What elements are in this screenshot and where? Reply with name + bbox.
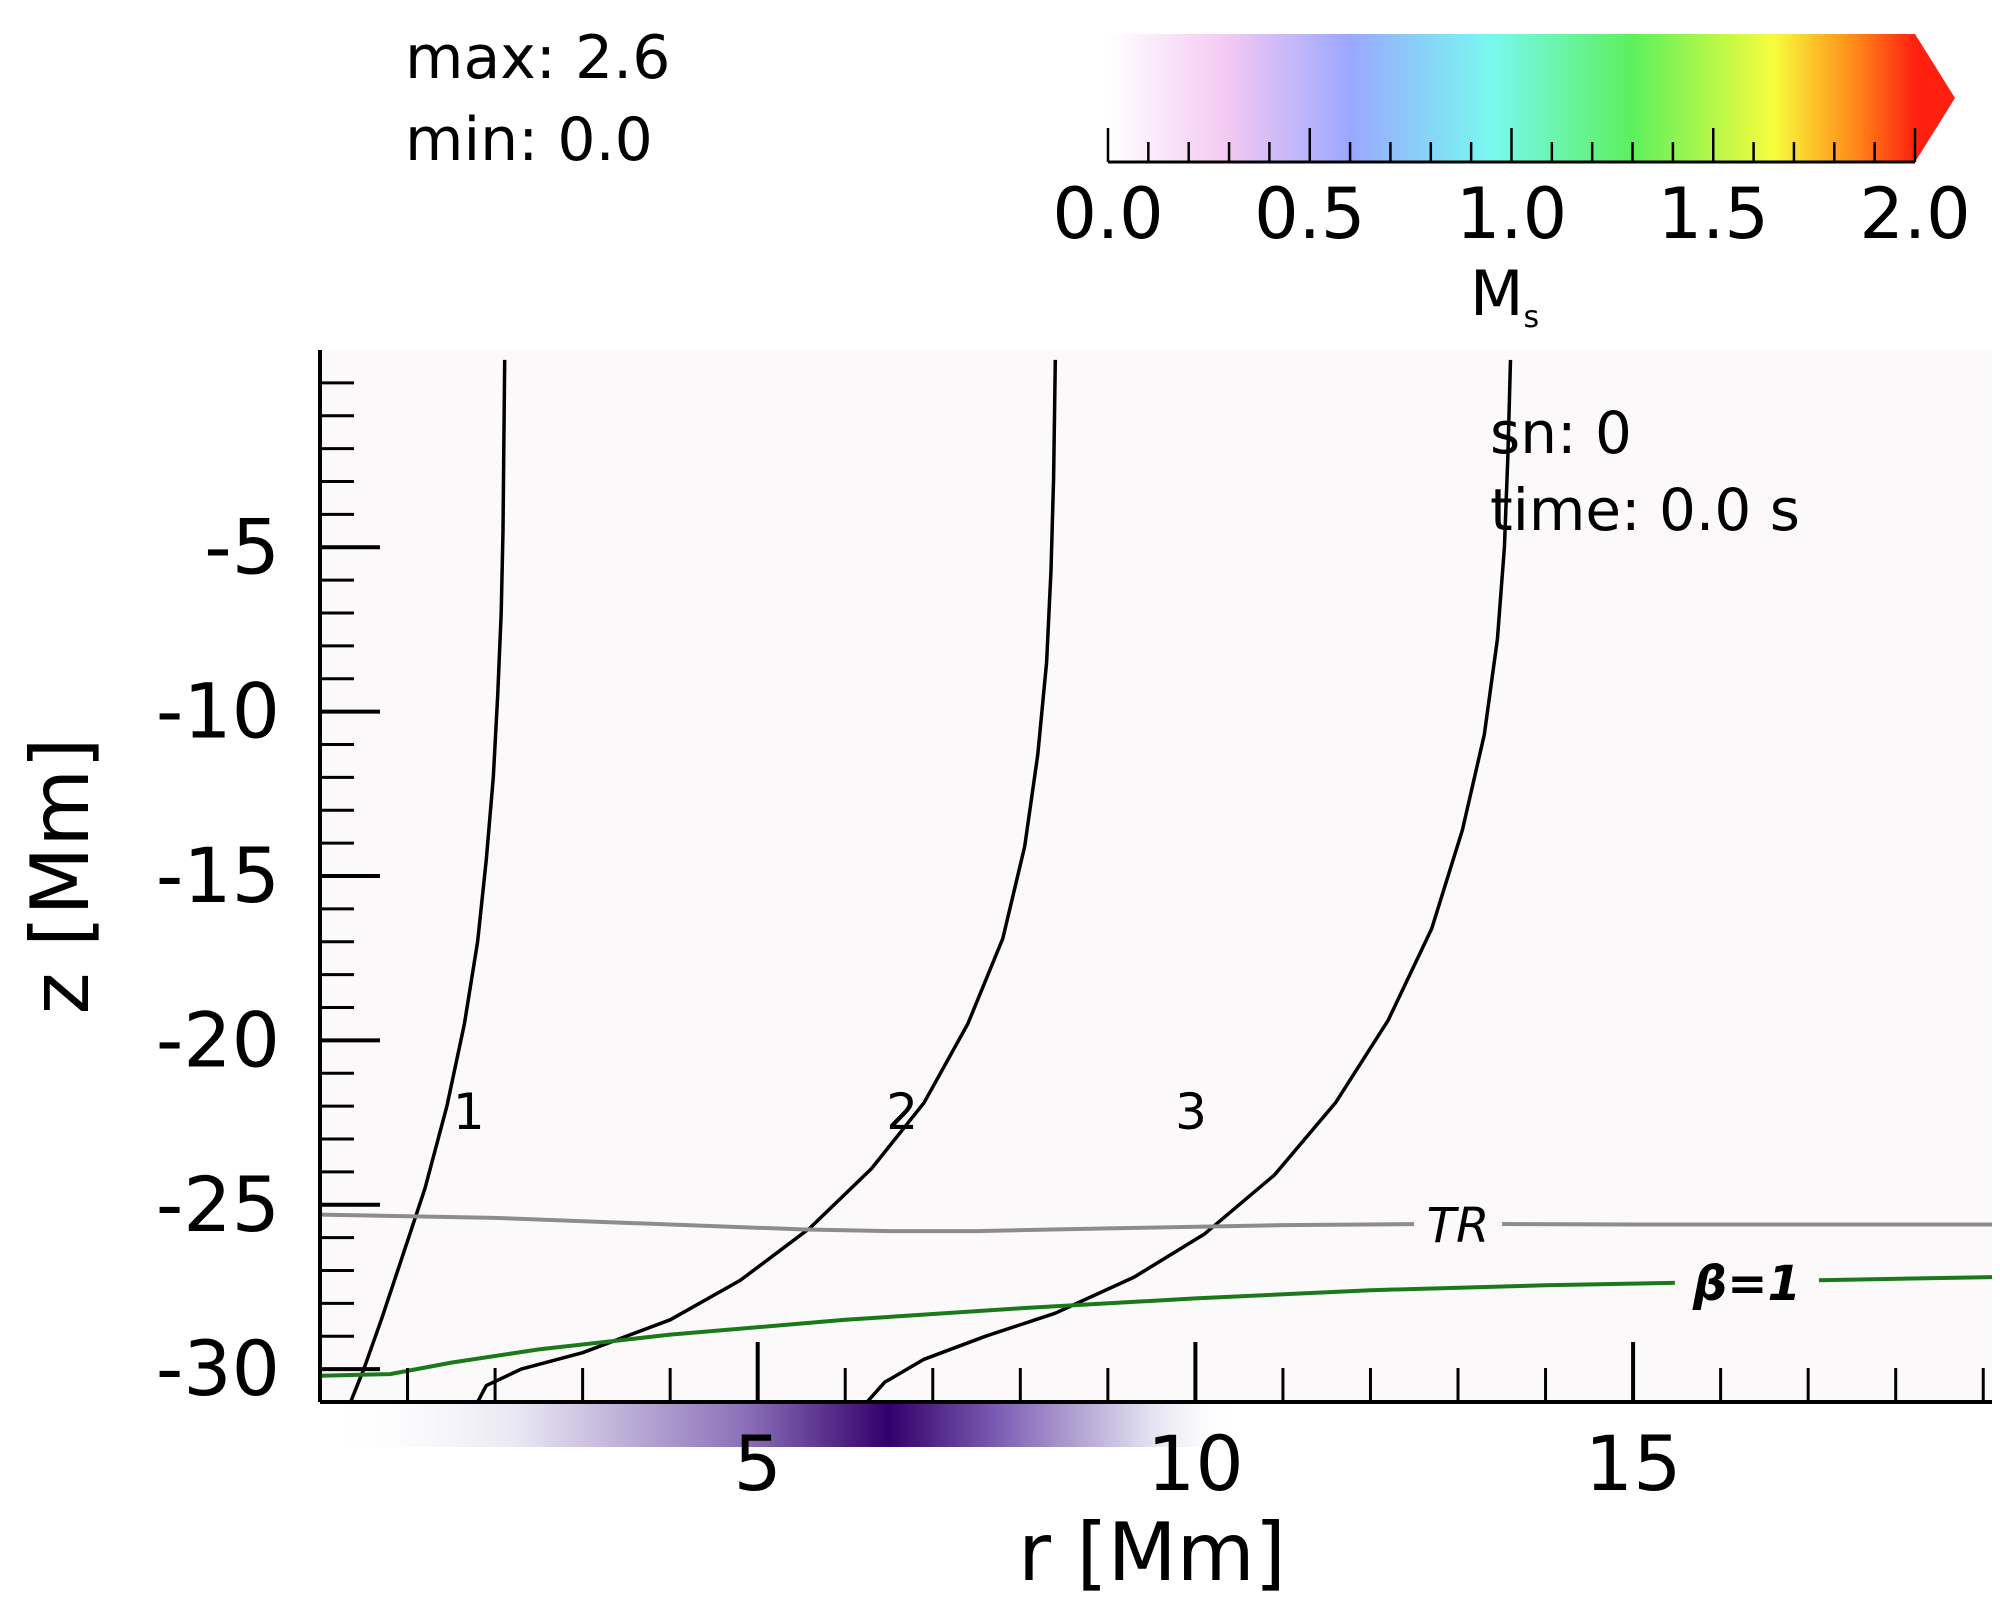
plot-area: 1 2 3 TR β=1 5 10 15 -5 -10 -15 -20 -25 -30 r [Mm]… bbox=[14, 350, 1993, 1599]
y-ticks bbox=[320, 381, 380, 1404]
tr-label-gap bbox=[1414, 1213, 1503, 1234]
tr-contour-line bbox=[319, 1212, 1992, 1234]
fieldline-3 bbox=[865, 359, 1513, 1404]
min-value-label: min: 0.0 bbox=[405, 105, 653, 175]
x-tick-labels: 5 10 15 bbox=[734, 1419, 1682, 1508]
colorbar-tick-label: 1.0 bbox=[1456, 173, 1567, 255]
y-tick-label: -10 bbox=[156, 667, 280, 756]
x-tick-label: 5 bbox=[734, 1419, 782, 1508]
y-tick-label: -15 bbox=[156, 831, 280, 920]
colorbar-tick-label: 0.0 bbox=[1052, 173, 1163, 255]
snapshot-label: sn: 0 bbox=[1490, 399, 1632, 467]
y-axis-label: z [Mm] bbox=[14, 738, 107, 1015]
beta-contour-line bbox=[319, 1275, 1993, 1378]
x-tick-label: 15 bbox=[1585, 1419, 1682, 1508]
y-tick-label: -5 bbox=[204, 502, 280, 591]
colorbar-tick-label: 1.5 bbox=[1658, 173, 1769, 255]
colorbar: 0.0 0.5 1.0 1.5 2.0 Ms bbox=[1052, 34, 1971, 335]
fieldline-number-label: 1 bbox=[453, 1083, 485, 1141]
x-axis-label: r [Mm] bbox=[1018, 1506, 1286, 1599]
annotations: 1 2 3 bbox=[453, 1083, 1207, 1141]
fieldline-number-label: 2 bbox=[886, 1083, 918, 1141]
fieldline-2 bbox=[476, 359, 1058, 1403]
beta-label-gap bbox=[1674, 1272, 1819, 1293]
x-tick-label: 10 bbox=[1147, 1419, 1244, 1508]
colorbar-tick-label: 2.0 bbox=[1859, 173, 1970, 255]
colorbar-tick-labels: 0.0 0.5 1.0 1.5 2.0 bbox=[1052, 173, 1970, 255]
max-value-label: max: 2.6 bbox=[405, 23, 670, 93]
fieldline-1 bbox=[348, 359, 507, 1403]
y-tick-labels: -5 -10 -15 -20 -25 -30 bbox=[156, 502, 280, 1413]
beta-contour-label: β=1 bbox=[1692, 1256, 1801, 1312]
y-tick-label: -30 bbox=[156, 1324, 280, 1413]
x-ticks bbox=[406, 1342, 1985, 1402]
y-tick-label: -20 bbox=[156, 995, 280, 1084]
colorbar-ticks bbox=[1106, 128, 1917, 162]
fieldline-number-label: 3 bbox=[1175, 1083, 1207, 1141]
y-tick-label: -25 bbox=[156, 1160, 280, 1249]
tr-contour-label: TR bbox=[1427, 1198, 1490, 1254]
colorbar-label: Ms bbox=[1470, 257, 1539, 335]
contour-labels: TR β=1 bbox=[1414, 1198, 1819, 1312]
colorbar-extend-arrow bbox=[1915, 34, 1955, 162]
time-label: time: 0.0 s bbox=[1490, 476, 1800, 544]
series-layer bbox=[319, 359, 1993, 1404]
colorbar-tick-label: 0.5 bbox=[1254, 173, 1365, 255]
density-band bbox=[320, 1402, 1240, 1447]
